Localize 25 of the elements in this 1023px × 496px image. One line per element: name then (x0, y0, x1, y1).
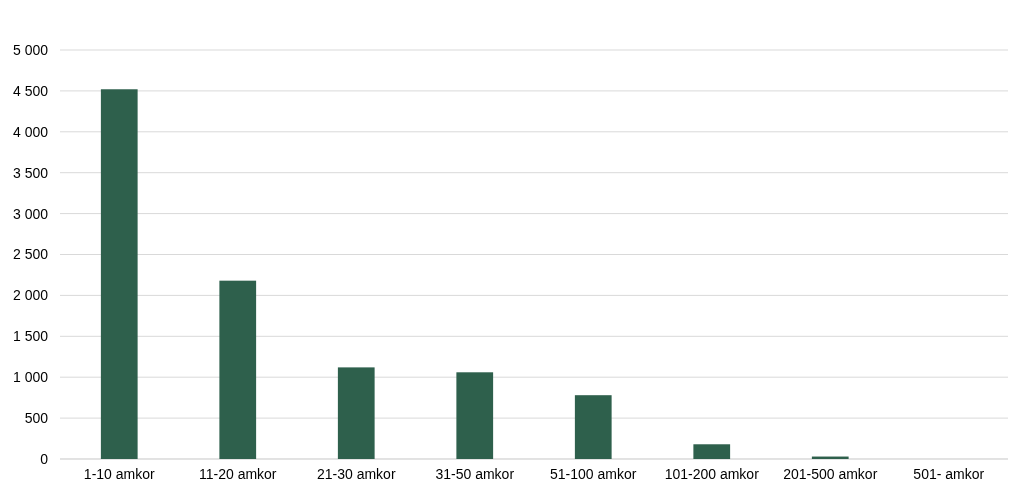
y-tick-label: 4 500 (12, 82, 49, 99)
bar (456, 372, 494, 459)
y-tick-label: 500 (24, 410, 49, 426)
bar (219, 280, 257, 459)
y-tick-label: 0 (40, 450, 49, 467)
x-tick-label: 101-200 amkor (664, 466, 760, 482)
y-tick-label: 5 000 (12, 41, 49, 58)
x-tick-label: 51-100 amkor (550, 466, 637, 482)
x-tick-label: 21-30 amkor (316, 466, 396, 482)
bar (100, 89, 138, 459)
y-tick-label: 2 000 (12, 287, 49, 304)
x-tick-label: 1-10 amkor (83, 466, 155, 482)
y-tick-label: 3 000 (12, 205, 49, 222)
y-tick-label: 1 500 (12, 328, 49, 345)
x-tick-label: 501- amkor (913, 466, 985, 482)
y-tick-label: 3 500 (12, 164, 49, 181)
y-tick-label: 2 500 (12, 246, 49, 263)
x-tick-label: 11-20 amkor (198, 466, 277, 482)
y-tick-label: 4 000 (12, 123, 49, 140)
bar (693, 444, 731, 459)
x-tick-label: 31-50 amkor (435, 466, 515, 482)
x-tick-label: 201-500 amkor (783, 466, 878, 482)
y-tick-label: 1 000 (12, 369, 49, 386)
bar (337, 367, 375, 459)
bar (574, 395, 612, 459)
